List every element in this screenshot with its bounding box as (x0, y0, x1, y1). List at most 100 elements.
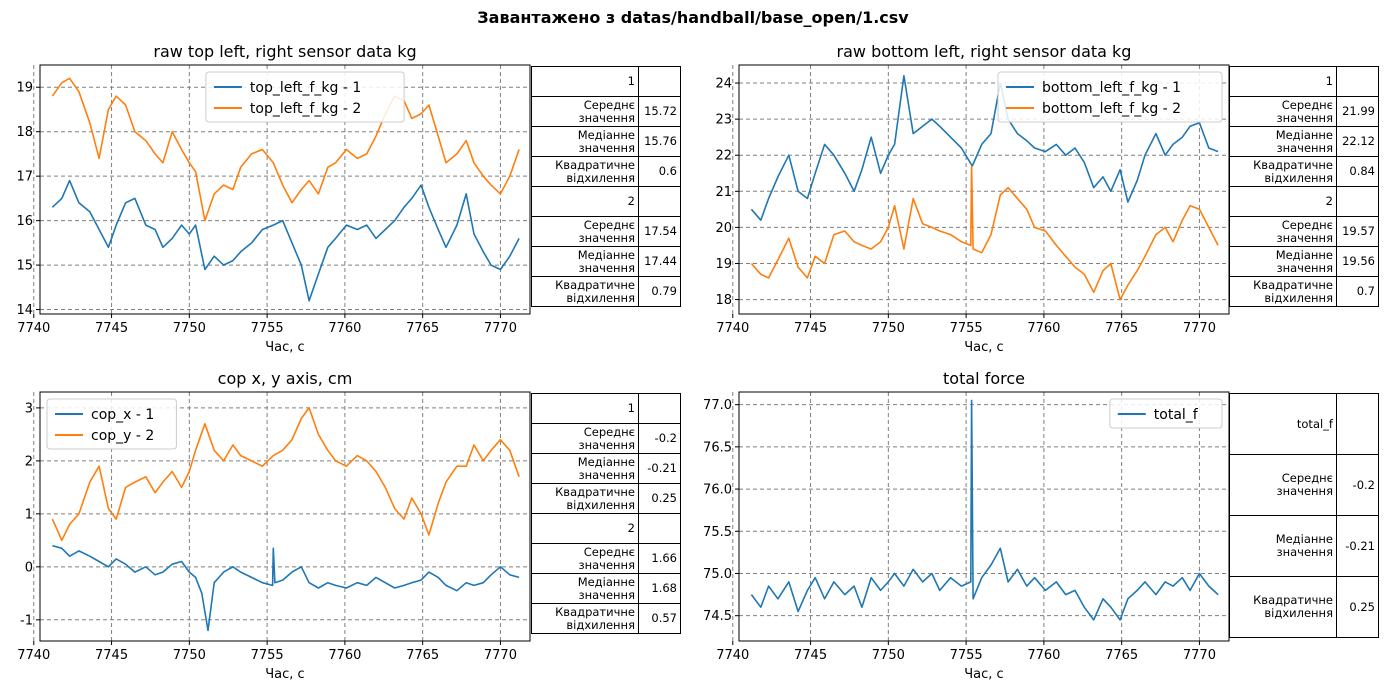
stats-label: 1 (1229, 66, 1337, 97)
stats-row: 2 (531, 513, 681, 544)
stats-row: Медіанне значення 15.76 (531, 126, 681, 157)
x-tick-label: 7770 (484, 648, 517, 663)
legend-label: bottom_left_f_kg - 2 (1042, 101, 1181, 117)
stats-row: total_f (1229, 393, 1379, 455)
stats-value: -0.2 (638, 423, 681, 454)
stats-row: 2 (1229, 186, 1379, 217)
x-tick-label: 7750 (872, 321, 905, 336)
y-tick-label: 2 (25, 454, 33, 469)
legend-label: total_f (1154, 407, 1199, 423)
stats-row: Середнє значення 21.99 (1229, 96, 1379, 127)
stats-table: 1 Середнє значення -0.2 Медіанне значення -0… (531, 393, 681, 634)
stats-row: 1 (531, 66, 681, 97)
stats-label: Медіанне значення (531, 126, 639, 157)
x-tick-label: 7760 (1027, 321, 1060, 336)
stats-value (638, 66, 681, 97)
stats-row: Медіанне значення 19.56 (1229, 246, 1379, 277)
legend-label: bottom_left_f_kg - 1 (1042, 80, 1181, 96)
y-tick-label: 75.0 (703, 567, 732, 582)
stats-value: 0.57 (638, 603, 681, 634)
y-tick-label: 76.0 (703, 483, 732, 498)
stats-value: 0.7 (1336, 276, 1379, 307)
legend-box (997, 71, 1223, 123)
stats-label: Медіанне значення (1229, 515, 1337, 577)
y-tick-label: 75.5 (703, 525, 732, 540)
stats-row: Середнє значення 19.57 (1229, 216, 1379, 247)
axes-frame (738, 391, 1230, 642)
x-tick-label: 7765 (406, 648, 439, 663)
stats-value: 19.56 (1336, 246, 1379, 277)
y-tick-label: 19 (715, 257, 732, 272)
stats-label: Медіанне значення (531, 453, 639, 484)
stats-value: -0.21 (1336, 515, 1379, 577)
legend-box (205, 71, 405, 123)
stats-row: Квадратичне відхилення 0.7 (1229, 276, 1379, 307)
chart-panel-3: cop x, y axis, cm 7740 7745 7750 7755 7760 776… (17, 369, 531, 682)
y-tick-label: 21 (715, 185, 732, 200)
x-tick-label: 7740 (17, 321, 50, 336)
stats-label: 2 (531, 513, 639, 544)
y-tick-label: 0 (25, 560, 33, 575)
stats-row: Квадратичне відхилення 0.6 (531, 156, 681, 187)
stats-value (638, 513, 681, 544)
stats-row: Квадратичне відхилення 0.25 (531, 483, 681, 514)
x-tick-label: 7750 (173, 648, 206, 663)
stats-label: total_f (1229, 393, 1337, 455)
stats-row: Квадратичне відхилення 0.57 (531, 603, 681, 634)
stats-value: -0.2 (1336, 454, 1379, 516)
stats-label: Медіанне значення (531, 573, 639, 604)
chart-title: total force (943, 369, 1025, 388)
stats-label: Медіанне значення (531, 246, 639, 277)
stats-label: 1 (531, 393, 639, 424)
stats-value: 0.6 (638, 156, 681, 187)
x-tick-label: 7745 (794, 321, 827, 336)
legend-label: top_left_f_kg - 1 (250, 80, 361, 96)
y-tick-label: 74.5 (703, 609, 732, 624)
stats-label: Середнє значення (1229, 454, 1337, 516)
x-tick-label: 7770 (1183, 648, 1216, 663)
stats-row: Середнє значення 15.72 (531, 96, 681, 127)
chart-panel-1: raw top left, right sensor data kg 7740 77… (16, 42, 531, 355)
stats-row: 2 (531, 186, 681, 217)
x-tick-label: 7765 (1105, 648, 1138, 663)
stats-row: Квадратичне відхилення 0.25 (1229, 576, 1379, 638)
stats-row: Медіанне значення 17.44 (531, 246, 681, 277)
stats-label: Квадратичне відхилення (531, 483, 639, 514)
x-tick-label: 7765 (406, 321, 439, 336)
chart-panel-4: total force 7740 7745 7750 7755 7760 7765 7770 7… (703, 369, 1230, 682)
y-tick-label: 76.5 (703, 440, 732, 455)
legend-box (1109, 398, 1223, 429)
stats-value: 1.66 (638, 543, 681, 574)
stats-value: 15.76 (638, 126, 681, 157)
stats-value: -0.21 (638, 453, 681, 484)
stats-table: total_f Середнє значення -0.2 Медіанне знач… (1229, 393, 1379, 638)
legend-label: cop_y - 2 (91, 428, 154, 444)
x-tick-label: 7750 (872, 648, 905, 663)
stats-label: Квадратичне відхилення (1229, 276, 1337, 307)
legend-box (46, 398, 177, 450)
stats-value: 0.25 (1336, 576, 1379, 638)
stats-row: Квадратичне відхилення 0.79 (531, 276, 681, 307)
chart-title: raw top left, right sensor data kg (153, 42, 416, 61)
stats-label: Медіанне значення (1229, 126, 1337, 157)
x-tick-label: 7765 (1105, 321, 1138, 336)
x-tick-label: 7770 (1183, 321, 1216, 336)
x-tick-label: 7745 (95, 321, 128, 336)
legend-label: top_left_f_kg - 2 (250, 101, 361, 117)
series-line-2 (750, 165, 1219, 301)
stats-value (638, 393, 681, 424)
x-tick-label: 7755 (950, 321, 983, 336)
stats-label: Квадратичне відхилення (531, 276, 639, 307)
y-tick-label: 19 (16, 81, 33, 96)
stats-label: Середнє значення (531, 423, 639, 454)
y-tick-label: 24 (715, 77, 732, 92)
stats-value (1336, 186, 1379, 217)
y-tick-label: 14 (16, 303, 33, 318)
x-tick-label: 7770 (484, 321, 517, 336)
stats-row: 1 (531, 393, 681, 424)
stats-row: 1 (1229, 66, 1379, 97)
stats-label: Середнє значення (531, 216, 639, 247)
y-tick-label: 3 (25, 401, 33, 416)
stats-value: 0.84 (1336, 156, 1379, 187)
